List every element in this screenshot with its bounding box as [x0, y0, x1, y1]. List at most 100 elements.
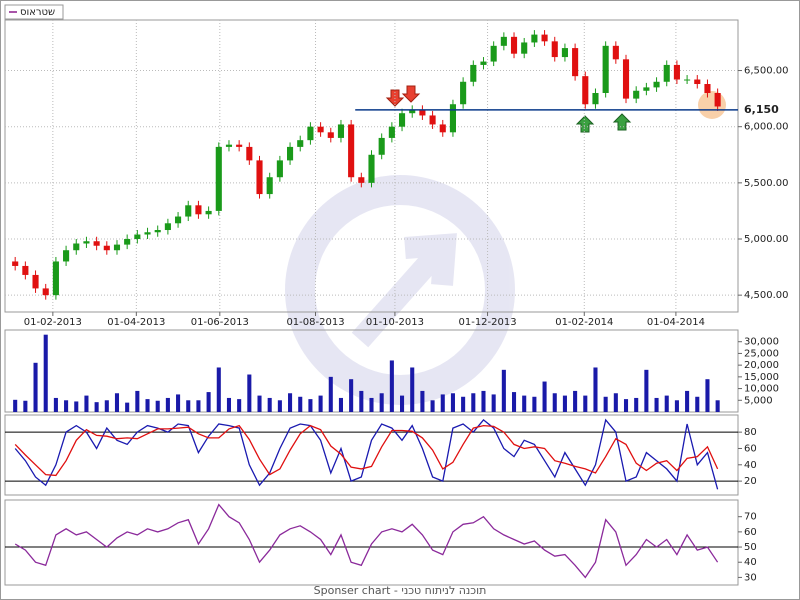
volume-bar [410, 367, 415, 412]
y-tick-label: 5,500.00 [744, 178, 789, 189]
candle-body [378, 137, 385, 155]
candle-body [358, 177, 365, 183]
volume-bar [430, 400, 435, 412]
volume-bar [237, 399, 242, 412]
volume-bar [705, 379, 710, 412]
y-tick-label: 15,000 [744, 372, 779, 383]
y-tick-label: 30 [744, 572, 757, 583]
volume-bar [247, 374, 252, 412]
volume-bar [23, 400, 28, 412]
volume-bar [685, 390, 690, 412]
y-tick-label: 30,000 [744, 337, 779, 348]
candle-body [551, 41, 558, 58]
panel [4, 414, 739, 496]
volume-bar [562, 395, 567, 412]
x-tick-label: 01-10-2013 [366, 317, 424, 328]
candle-body [225, 144, 233, 147]
y-tick-label: 5,000 [744, 395, 773, 406]
candle-body [612, 45, 619, 60]
volume-bar [481, 390, 486, 412]
candle-body [684, 79, 691, 81]
indicator-line [14, 503, 719, 579]
y-tick-label: 60 [744, 443, 757, 454]
volume-bar [298, 396, 303, 412]
volume-bar [583, 395, 588, 412]
candle-body [205, 210, 212, 215]
candle-body [124, 239, 131, 245]
y-tick-label: 50 [744, 542, 757, 553]
volume-bar [695, 396, 700, 412]
volume-bar [33, 362, 38, 412]
candle-body [653, 81, 660, 88]
candle-body [42, 288, 49, 296]
y-tick-label: 5,000.00 [744, 234, 789, 245]
volume-bar [196, 400, 201, 412]
volume-bar [226, 397, 232, 412]
candle-body [398, 113, 406, 127]
volume-bar [654, 397, 659, 412]
candle-body [460, 81, 467, 105]
candle-body [470, 64, 477, 82]
candle-body [622, 59, 630, 99]
candle-body [388, 126, 395, 138]
candle-body [73, 243, 80, 251]
candle-body [500, 36, 507, 46]
y-tick-label: 4,500.00 [744, 290, 789, 301]
candle-body [144, 232, 151, 235]
volume-bar [318, 395, 323, 412]
volume-bar [603, 396, 608, 412]
volume-bar [644, 369, 649, 412]
volume-bar [338, 397, 343, 412]
volume-bar [715, 400, 720, 412]
candle-body [409, 109, 416, 114]
y-tick-label: 70 [744, 512, 757, 523]
candle-body [663, 64, 670, 82]
level-label: 6,150 [744, 103, 779, 116]
candle-body [22, 265, 29, 275]
volume-bar [359, 390, 364, 412]
x-tick-label: 01-12-2013 [458, 317, 516, 328]
candle-body [480, 61, 487, 65]
candle-body [510, 36, 518, 54]
candle-body [256, 160, 263, 195]
candle-body [154, 230, 161, 233]
candle-body [592, 93, 599, 105]
candle-body [93, 241, 100, 246]
y-tick-label: 40 [744, 460, 757, 471]
volume-bar [623, 399, 629, 412]
candle-body [582, 76, 589, 105]
volume-bar [522, 395, 527, 412]
candle-body [572, 48, 579, 77]
candle-body [134, 234, 141, 239]
y-tick-label: 6,500.00 [744, 66, 789, 77]
volume-bar [491, 394, 496, 412]
volume-bar [389, 360, 394, 412]
candle-body [694, 79, 701, 85]
candle-body [63, 250, 70, 262]
x-tick-label: 01-04-2013 [107, 317, 165, 328]
candle-body [337, 124, 345, 138]
volume-bar [674, 400, 679, 412]
candle-body [348, 124, 355, 178]
volume-bar [74, 401, 79, 412]
volume-bar [176, 394, 181, 412]
candle-body [215, 146, 222, 211]
volume-bar [84, 395, 89, 412]
x-tick-label: 01-02-2013 [24, 317, 82, 328]
volume-bar [400, 395, 405, 412]
volume-bar [420, 390, 425, 412]
candle-body [113, 244, 121, 251]
volume-bar [461, 396, 466, 412]
legend [4, 4, 64, 20]
volume-bar [593, 367, 598, 412]
candle-body [490, 45, 497, 62]
y-tick-label: 20,000 [744, 360, 779, 371]
candle-body [633, 90, 640, 99]
volume-bar [64, 400, 69, 412]
volume-bar [573, 390, 578, 412]
candle-body [276, 160, 283, 178]
panel [4, 499, 739, 586]
volume-bar [288, 393, 293, 412]
volume-bar [328, 376, 333, 412]
